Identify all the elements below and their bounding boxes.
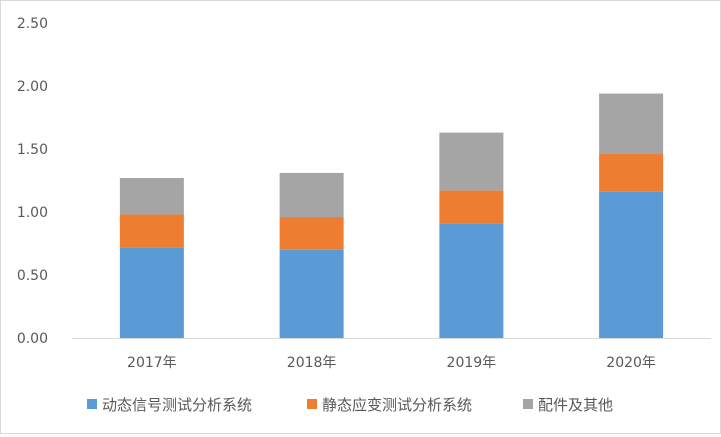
bar-segment-3-3 xyxy=(439,132,504,191)
legend-swatch xyxy=(523,399,533,409)
bar-segment-2-2 xyxy=(279,217,344,250)
y-tick-label: 2.00 xyxy=(17,79,48,95)
bar-segment-2-4 xyxy=(599,154,664,192)
bar-segment-1-2 xyxy=(279,249,344,338)
legend-swatch xyxy=(87,399,97,409)
x-tick-label: 2017年 xyxy=(127,355,177,371)
bar-segment-3-1 xyxy=(119,177,184,215)
bar-segment-3-4 xyxy=(599,93,664,155)
y-tick-label: 0.00 xyxy=(17,331,48,347)
legend-label: 静态应变测试分析系统 xyxy=(322,396,472,414)
x-tick-label: 2018年 xyxy=(287,355,337,371)
y-tick-label: 0.50 xyxy=(17,268,48,284)
y-tick-label: 2.50 xyxy=(17,16,48,32)
y-tick-label: 1.00 xyxy=(17,205,48,221)
legend-swatch xyxy=(307,399,317,409)
bar-segment-2-1 xyxy=(119,214,184,248)
bar-segment-3-2 xyxy=(279,172,344,218)
x-tick-label: 2019年 xyxy=(447,355,497,371)
bar-segment-1-4 xyxy=(599,191,664,338)
y-axis: 0.00 0.50 1.00 1.50 2.00 2.50 xyxy=(17,16,48,347)
bar-segment-1-3 xyxy=(439,223,504,338)
x-axis: 2017年 2018年 2019年 2020年 xyxy=(72,338,711,371)
bar-segment-2-3 xyxy=(439,190,504,224)
plot-area xyxy=(119,93,664,338)
legend-label: 配件及其他 xyxy=(538,396,613,414)
x-tick-label: 2020年 xyxy=(606,355,656,371)
legend: 动态信号测试分析系统 静态应变测试分析系统 配件及其他 xyxy=(87,396,613,414)
legend-label: 动态信号测试分析系统 xyxy=(102,396,252,414)
y-tick-label: 1.50 xyxy=(17,142,48,158)
bar-segment-1-1 xyxy=(119,247,184,338)
